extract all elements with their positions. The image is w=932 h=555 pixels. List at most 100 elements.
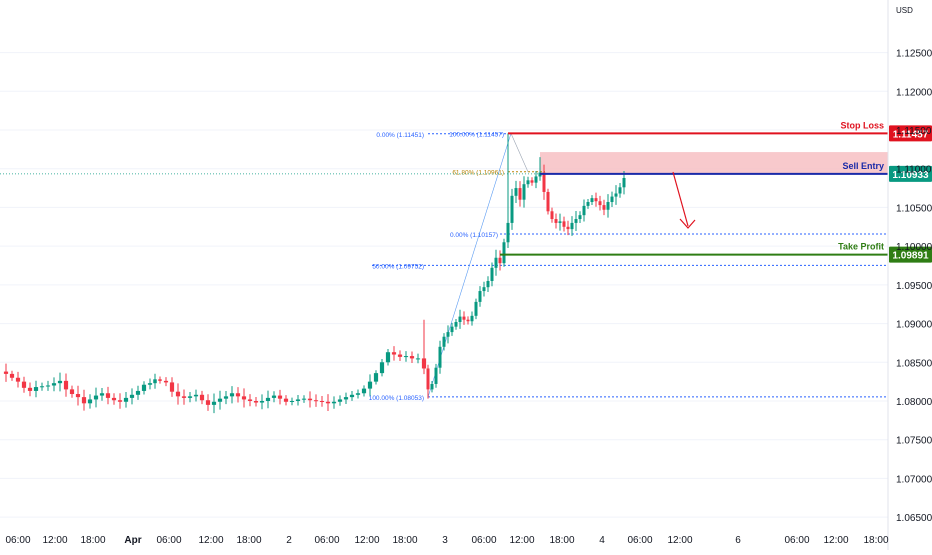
candle-body: [566, 226, 570, 230]
candle-body: [337, 399, 343, 402]
grid-layer: [0, 52, 888, 518]
time-tick-label: 06:00: [627, 535, 652, 546]
candle-body: [277, 395, 283, 399]
trade-levels: Stop Loss 1.11457 Sell Entry 1.10933 Take Pr…: [0, 120, 932, 263]
candle-body: [578, 215, 582, 220]
candle-body: [9, 373, 15, 378]
candle-body: [454, 322, 458, 327]
candle-body: [462, 316, 466, 320]
candle-body: [57, 380, 63, 384]
fib-trend-line: [427, 133, 512, 398]
candle-body: [570, 222, 574, 230]
candle-body: [534, 176, 538, 183]
candle-body: [99, 393, 105, 396]
candle-body: [490, 267, 494, 281]
candle-body: [610, 196, 614, 203]
price-tick-label: 1.09000: [896, 320, 932, 331]
candle-body: [506, 222, 510, 243]
candle-body: [558, 221, 562, 223]
candle-body: [526, 180, 530, 185]
candle-body: [482, 287, 486, 292]
candle-body: [105, 393, 111, 398]
price-tick-label: 1.10500: [896, 203, 932, 214]
sell-entry-badge-value: 1.10933: [892, 170, 929, 181]
sell-zone: [540, 152, 888, 174]
candle-body: [217, 398, 223, 402]
take-profit-label: Take Profit: [838, 242, 884, 252]
candle-body: [458, 316, 462, 323]
fib-level-label: 61.80% (1.10961): [452, 170, 504, 177]
candle-body: [193, 394, 199, 397]
candle-body: [187, 396, 193, 398]
candle-body: [27, 387, 33, 391]
down-arrow-head: [679, 218, 696, 229]
candle-body: [494, 257, 498, 268]
candle-body: [415, 358, 421, 360]
fib-level-label: 0.00% (1.10157): [450, 232, 498, 239]
projection-arrow: [672, 171, 696, 229]
candle-body: [169, 382, 175, 392]
candle-body: [446, 332, 450, 337]
sell-entry-badge: [889, 165, 932, 182]
candle-body: [391, 352, 397, 355]
candle-body: [622, 178, 626, 188]
candle-body: [373, 373, 379, 382]
time-tick-label: 18:00: [236, 535, 261, 546]
candle-body: [93, 395, 99, 400]
candle-body: [582, 205, 586, 216]
price-tick-label: 1.07000: [896, 474, 932, 485]
candle-body: [247, 399, 253, 401]
candle-body: [153, 379, 157, 384]
candle-body: [450, 326, 454, 333]
time-tick-label: 3: [442, 535, 448, 546]
time-tick-label: 6: [735, 535, 741, 546]
candle-body: [307, 398, 313, 401]
price-tick-label: 1.08500: [896, 358, 932, 369]
candle-body: [295, 399, 301, 401]
candle-body: [325, 401, 331, 404]
take-profit-badge: [889, 246, 932, 263]
candle-body: [355, 393, 361, 395]
candle-body: [385, 352, 391, 363]
candle-body: [466, 319, 470, 322]
candle-body: [229, 393, 235, 397]
candle-body: [546, 191, 550, 212]
candle-body: [550, 211, 554, 220]
candle-body: [598, 201, 602, 206]
time-tick-label: 18:00: [549, 535, 574, 546]
candle-body: [199, 394, 205, 401]
time-tick-label: 06:00: [5, 535, 30, 546]
candle-body: [235, 393, 241, 397]
candle-body: [147, 383, 153, 385]
candle-body: [510, 195, 514, 223]
time-tick-label: 12:00: [667, 535, 692, 546]
candle-body: [614, 193, 618, 197]
time-tick-label: 06:00: [471, 535, 496, 546]
candle-body: [421, 358, 427, 369]
candle-body: [438, 346, 442, 368]
candle-body: [283, 398, 289, 402]
price-tick-label: 1.10000: [896, 242, 932, 253]
stop-loss-badge: [889, 125, 932, 142]
candle-body: [542, 172, 546, 192]
candle-body: [434, 367, 438, 384]
candle-body: [63, 380, 69, 390]
candle-body: [265, 397, 271, 401]
time-tick-label: 4: [599, 535, 605, 546]
take-profit-badge-value: 1.09891: [892, 251, 929, 262]
candle-body: [319, 400, 325, 402]
time-tick-label: 18:00: [392, 535, 417, 546]
candle-body: [486, 280, 490, 288]
candle-body: [175, 391, 181, 397]
candle-body: [474, 301, 478, 316]
candle-body: [135, 390, 141, 395]
candle-body: [69, 389, 75, 395]
candle-body: [349, 394, 355, 398]
candle-body: [15, 377, 21, 382]
candle-body: [379, 362, 385, 374]
time-tick-label: 18:00: [80, 535, 105, 546]
candle-body: [409, 356, 415, 359]
candle-body: [123, 397, 129, 402]
